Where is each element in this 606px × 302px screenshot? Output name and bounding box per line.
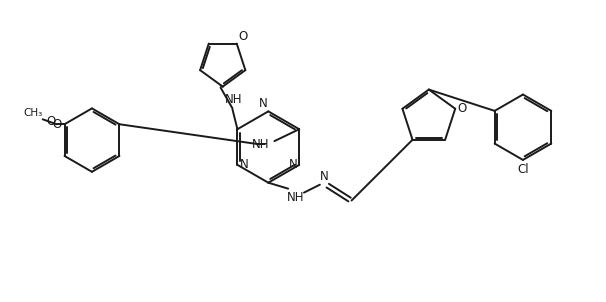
Text: N: N: [288, 158, 297, 171]
Text: N: N: [239, 158, 248, 171]
Text: O: O: [52, 118, 62, 131]
Text: NH: NH: [287, 191, 305, 204]
Text: O: O: [457, 102, 467, 115]
Text: N: N: [319, 170, 328, 183]
Text: O: O: [46, 115, 55, 128]
Text: Cl: Cl: [517, 163, 529, 176]
Text: NH: NH: [252, 138, 270, 151]
Text: CH₃: CH₃: [24, 108, 42, 118]
Text: O: O: [239, 30, 248, 43]
Text: N: N: [259, 97, 267, 110]
Text: NH: NH: [225, 93, 242, 106]
